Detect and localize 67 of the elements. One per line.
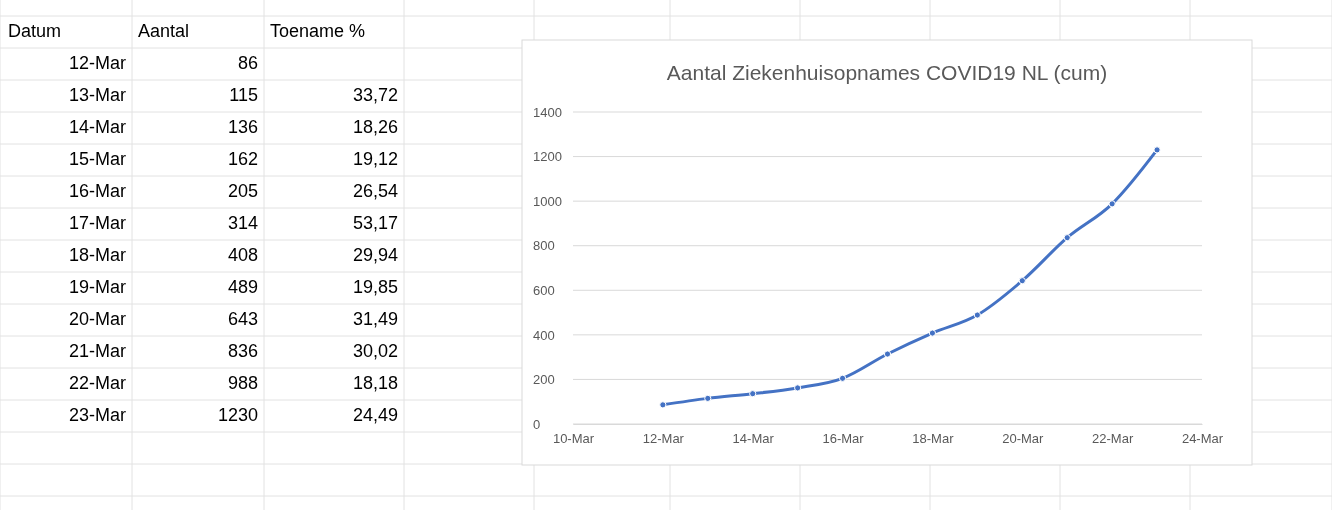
data-label: 18,18 xyxy=(352,372,398,393)
data-label: 26,54 xyxy=(352,180,398,201)
x-tick-label: 24-Mar xyxy=(1181,431,1224,447)
y-tick-label: 1000 xyxy=(533,193,562,209)
category-label: 22-Mar xyxy=(68,372,126,393)
point xyxy=(1018,277,1026,285)
data-label: 18,26 xyxy=(352,116,398,137)
data-label: 205 xyxy=(227,180,258,201)
y-tick-label: 600 xyxy=(533,282,555,298)
point xyxy=(838,374,847,382)
data-label: 24,49 xyxy=(352,404,398,425)
data-label: 988 xyxy=(227,372,258,393)
x-tick-label: 12-Mar xyxy=(642,431,685,447)
category-label: 17-Mar xyxy=(68,212,126,233)
data-label: 162 xyxy=(227,148,258,169)
category-label: 13-Mar xyxy=(68,84,126,105)
point xyxy=(794,384,802,392)
category-label: 21-Mar xyxy=(68,340,126,361)
x-tick-label: 14-Mar xyxy=(732,431,775,447)
category-label: 12-Mar xyxy=(68,52,126,73)
point xyxy=(1108,200,1116,208)
category-label: 16-Mar xyxy=(68,180,126,201)
text: Toename % xyxy=(270,20,366,41)
data-label: 1230 xyxy=(217,404,258,425)
x-tick-label: 22-Mar xyxy=(1092,431,1134,447)
category-label: 19-Mar xyxy=(68,276,126,297)
point xyxy=(1153,146,1161,154)
category-label: 14-Mar xyxy=(68,116,126,137)
chart-title: Aantal Ziekenhuisopnames COVID19 NL (cum) xyxy=(666,61,1108,84)
y-tick-label: 1400 xyxy=(533,104,562,120)
data-label: 489 xyxy=(227,276,258,297)
y-tick-label: 400 xyxy=(533,327,555,343)
data-label: 115 xyxy=(229,84,258,105)
x-tick-label: 18-Mar xyxy=(912,431,955,447)
data-label: 30,02 xyxy=(352,340,398,361)
point xyxy=(973,311,981,319)
category-label: 18-Mar xyxy=(68,244,126,265)
text: Datum xyxy=(8,20,62,41)
data-label: 19,12 xyxy=(352,148,398,169)
category-label: 23-Mar xyxy=(68,404,126,425)
y-tick-label: 0 xyxy=(533,416,541,432)
point xyxy=(659,401,667,409)
data-label: 19,85 xyxy=(352,276,398,297)
x-tick-label: 16-Mar xyxy=(822,431,865,447)
category-label: 15-Mar xyxy=(68,148,126,169)
data-label: 53,17 xyxy=(352,212,398,233)
category-label: 20-Mar xyxy=(68,308,126,329)
point xyxy=(749,390,757,398)
y-tick-label: 800 xyxy=(533,238,555,254)
x-tick-label: 10-Mar xyxy=(552,431,595,447)
y-tick-label: 1200 xyxy=(533,149,562,165)
data-label: 643 xyxy=(227,308,258,329)
y-tick-label: 200 xyxy=(533,372,555,388)
point xyxy=(704,394,712,402)
data-label: 86 xyxy=(237,52,258,73)
data-label: 33,72 xyxy=(352,84,398,105)
data-label: 836 xyxy=(227,340,258,361)
data-label: 314 xyxy=(227,212,258,233)
x-tick-label: 20-Mar xyxy=(1002,431,1045,447)
point xyxy=(883,350,892,358)
data-label: 408 xyxy=(227,244,258,265)
data-label: 136 xyxy=(227,116,258,137)
point xyxy=(1063,234,1071,242)
text: Aantal xyxy=(138,20,190,41)
data-label: 29,94 xyxy=(352,244,398,265)
point xyxy=(928,329,937,337)
data-label: 31,49 xyxy=(352,308,398,329)
